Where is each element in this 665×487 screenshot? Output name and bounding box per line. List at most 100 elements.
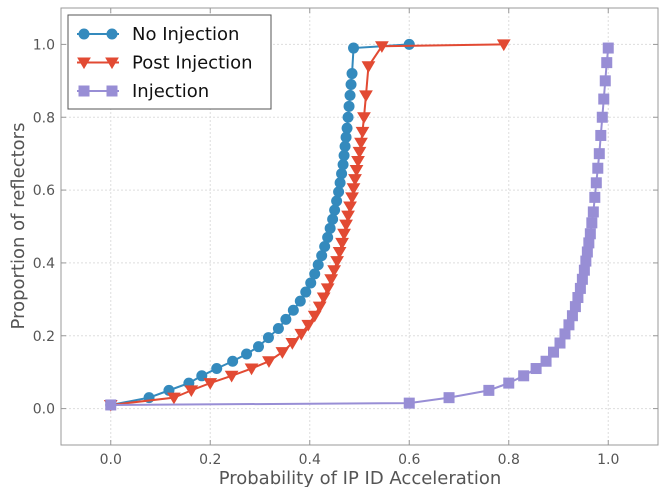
y-tick-label: 0.2: [33, 329, 55, 345]
data-point-post-injection: [316, 292, 331, 305]
data-point-no-injection: [338, 149, 350, 161]
data-point-injection: [576, 273, 588, 285]
data-point-post-injection: [341, 210, 355, 223]
series-injection: [105, 42, 614, 411]
data-point-no-injection: [322, 231, 334, 243]
x-tick-label: 0.6: [398, 452, 420, 468]
data-point-post-injection: [375, 41, 389, 53]
data-point-no-injection: [272, 322, 284, 334]
data-point-post-injection: [262, 356, 276, 368]
data-point-post-injection: [354, 137, 368, 150]
data-point-no-injection: [348, 42, 360, 54]
x-tick-label: 0.4: [299, 452, 321, 468]
data-point-no-injection: [336, 168, 348, 180]
x-axis-title: Probability of IP ID Acceleration: [219, 468, 502, 487]
data-point-no-injection: [344, 89, 356, 101]
data-point-post-injection: [335, 237, 349, 250]
data-point-post-injection: [349, 165, 364, 177]
data-point-no-injection: [262, 332, 274, 344]
data-point-post-injection: [312, 301, 327, 314]
legend-marker: [78, 28, 90, 40]
data-point-injection: [566, 310, 578, 322]
legend-marker: [106, 28, 118, 40]
legend-marker: [105, 57, 119, 70]
legend: No Injection Post Injection Injection: [67, 14, 272, 110]
data-point-post-injection: [244, 363, 259, 376]
data-point-injection: [554, 337, 566, 349]
data-point-no-injection: [334, 177, 346, 189]
data-point-no-injection: [329, 204, 341, 216]
data-point-injection: [583, 237, 595, 249]
data-point-no-injection: [294, 295, 306, 307]
data-point-post-injection: [343, 201, 357, 214]
data-point-post-injection: [320, 283, 335, 296]
data-point-injection: [540, 355, 552, 367]
legend-item-injection: Injection: [77, 81, 209, 102]
data-point-injection: [592, 162, 604, 174]
data-point-no-injection: [227, 355, 239, 367]
data-point-post-injection: [203, 378, 218, 390]
data-point-post-injection: [337, 228, 351, 241]
legend-item-no-injection: No Injection: [77, 24, 239, 45]
data-point-no-injection: [312, 259, 324, 271]
y-tick-label: 0.4: [33, 256, 55, 272]
data-point-injection: [586, 217, 598, 229]
x-tick-label: 0.8: [498, 452, 520, 468]
y-tick-label: 1.0: [33, 37, 55, 53]
data-point-post-injection: [346, 183, 361, 195]
data-point-post-injection: [327, 265, 342, 277]
data-point-injection: [563, 319, 575, 331]
data-point-no-injection: [337, 159, 349, 171]
data-point-no-injection: [345, 78, 357, 90]
legend-marker: [77, 57, 91, 70]
legend-marker: [78, 85, 90, 97]
x-tick-label: 0.0: [100, 452, 122, 468]
data-point-post-injection: [339, 219, 353, 232]
data-point-injection: [483, 384, 495, 396]
data-point-no-injection: [339, 140, 351, 152]
data-point-post-injection: [496, 39, 511, 52]
x-tick-label: 1.0: [597, 452, 619, 468]
data-point-post-injection: [330, 256, 344, 268]
data-point-post-injection: [348, 174, 362, 186]
data-point-post-injection: [285, 338, 300, 350]
data-point-injection: [593, 148, 605, 160]
data-point-no-injection: [341, 122, 353, 134]
data-point-injection: [503, 377, 515, 389]
data-point-post-injection: [355, 126, 370, 139]
data-point-no-injection: [327, 213, 339, 225]
data-point-post-injection: [275, 347, 290, 359]
data-point-post-injection: [184, 385, 199, 398]
legend-label: Injection: [132, 81, 209, 102]
data-point-injection: [599, 75, 611, 87]
data-point-no-injection: [319, 241, 331, 253]
data-point-injection: [105, 399, 117, 411]
data-point-injection: [598, 93, 610, 105]
data-point-injection: [589, 191, 601, 203]
data-point-injection: [559, 328, 571, 340]
data-point-no-injection: [346, 68, 358, 80]
data-point-injection: [590, 177, 602, 189]
data-point-no-injection: [253, 341, 265, 353]
data-point-no-injection: [300, 286, 312, 298]
data-point-injection: [580, 255, 592, 267]
legend-label: No Injection: [132, 24, 239, 45]
data-point-injection: [530, 363, 542, 375]
data-point-no-injection: [331, 195, 343, 207]
data-point-post-injection: [361, 61, 376, 73]
data-point-injection: [581, 246, 593, 258]
data-point-post-injection: [224, 370, 239, 383]
data-point-injection: [584, 228, 596, 240]
data-point-post-injection: [352, 146, 367, 159]
data-point-post-injection: [351, 155, 365, 168]
data-point-injection: [403, 397, 415, 409]
y-tick-label: 0.8: [33, 110, 55, 126]
tick-layer: 0.0 0.2 0.4 0.6 0.8 1.0 0.0 0.2 0.4 0.6 0.8 1.0: [33, 8, 658, 468]
data-point-no-injection: [343, 100, 355, 112]
series-layer: [103, 38, 614, 412]
x-tick-label: 0.2: [199, 452, 221, 468]
data-point-no-injection: [280, 313, 292, 325]
data-point-injection: [578, 264, 590, 276]
y-tick-label: 0.6: [33, 183, 55, 199]
